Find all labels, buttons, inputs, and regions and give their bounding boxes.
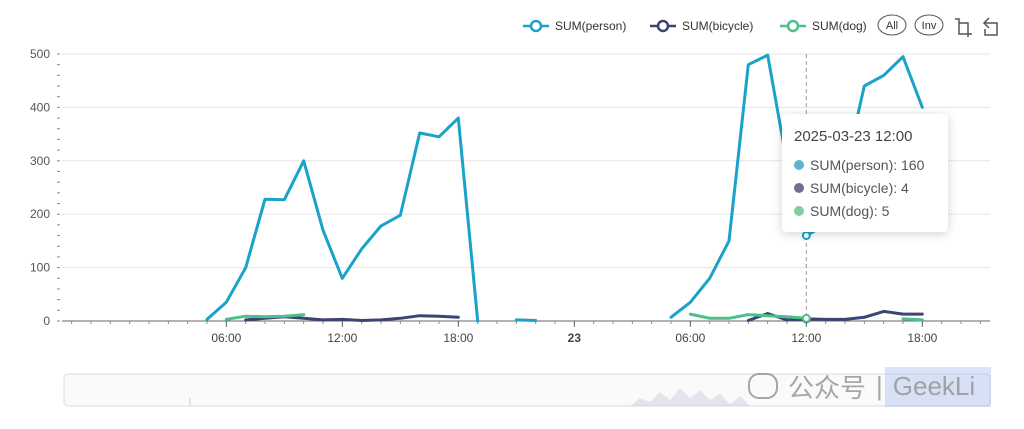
x-tick-label: 18:00 (907, 331, 937, 345)
x-tick-label: 12:00 (327, 331, 357, 345)
zoom-select-icon[interactable] (955, 18, 972, 37)
watermark-separator: | (876, 370, 883, 401)
legend-all-label: All (886, 20, 898, 32)
x-tick-label: 12:00 (791, 331, 821, 345)
x-tick-label: 18:00 (443, 331, 473, 345)
legend-label: SUM(person) (555, 19, 626, 33)
legend-marker-icon (656, 19, 670, 33)
tooltip-row-label: SUM(dog): 5 (810, 202, 890, 219)
series-SUM(bicycle)[interactable] (244, 309, 924, 322)
zoom-reset-path (982, 17, 998, 36)
y-tick-label-300: 300 (30, 154, 50, 168)
tooltip-row-dog: SUM(dog): 5 (794, 199, 936, 222)
y-tick-label-500: 500 (30, 47, 50, 61)
x-axis: 06:00 12:00 18:00 23 06:00 12:00 18:00 (62, 320, 990, 345)
legend-all-border (877, 14, 907, 36)
legend-marker-icon (786, 19, 800, 33)
series-line-segment[interactable] (901, 317, 924, 322)
legend-item-SUM(bicycle)[interactable]: SUM(bicycle) (650, 19, 753, 33)
legend[interactable]: SUM(person) SUM(bicycle) SUM(dog) All Inv (523, 14, 998, 37)
series-lines[interactable] (205, 53, 924, 323)
hover-point-SUM(person) (801, 231, 811, 241)
tooltip-row-label: SUM(person): 160 (810, 156, 925, 173)
legend-all-button[interactable]: All (877, 14, 907, 36)
y-tick-label-200: 200 (30, 207, 50, 221)
slider-selection[interactable] (885, 367, 991, 407)
zoom-select-path (955, 18, 972, 37)
y-axis: 0 100 200 300 400 500 (30, 47, 60, 328)
y-tick-label-400: 400 (30, 100, 50, 114)
series-line-segment[interactable] (514, 318, 538, 322)
legend-label: SUM(bicycle) (682, 19, 753, 33)
tooltip: 2025-03-23 12:00 SUM(person): 160 SUM(bi… (782, 114, 948, 232)
tooltip-row-person: SUM(person): 160 (794, 153, 936, 176)
tooltip-row-bicycle: SUM(bicycle): 4 (794, 176, 936, 199)
slider-preview-area (630, 388, 750, 406)
legend-inv-button[interactable]: Inv (914, 14, 944, 36)
series-line-segment[interactable] (205, 116, 480, 323)
legend-inv-border (914, 14, 944, 36)
series-line-segment[interactable] (688, 312, 808, 320)
hover-point-SUM(dog) (801, 313, 811, 323)
legend-marker-icon (529, 19, 543, 33)
x-tick-label: 23 (568, 331, 582, 345)
series-line-segment[interactable] (224, 313, 306, 321)
tooltip-dot-person (794, 159, 804, 170)
tooltip-dot-bicycle (794, 182, 804, 193)
watermark: 公众号 | GeekLi (748, 366, 975, 406)
zoom-reset-icon[interactable] (982, 17, 998, 36)
series-SUM(dog)[interactable] (224, 312, 924, 322)
watermark-text: 公众号 (788, 372, 867, 403)
watermark-brand: GeekLi (892, 370, 976, 401)
legend-item-SUM(person)[interactable]: SUM(person) (523, 19, 626, 33)
tooltip-row-label: SUM(bicycle): 4 (810, 179, 909, 196)
legend-label: SUM(dog) (812, 19, 867, 33)
y-tick-label-100: 100 (30, 261, 50, 275)
legend-item-SUM(dog)[interactable]: SUM(dog) (780, 19, 867, 33)
legend-inv-label: Inv (922, 20, 937, 32)
y-tick-label-0: 0 (43, 314, 50, 328)
tooltip-dot-dog (794, 205, 804, 216)
x-tick-label: 06:00 (675, 331, 705, 345)
wechat-icon (748, 373, 778, 399)
x-tick-label: 06:00 (211, 331, 241, 345)
tooltip-title: 2025-03-23 12:00 (794, 128, 913, 145)
